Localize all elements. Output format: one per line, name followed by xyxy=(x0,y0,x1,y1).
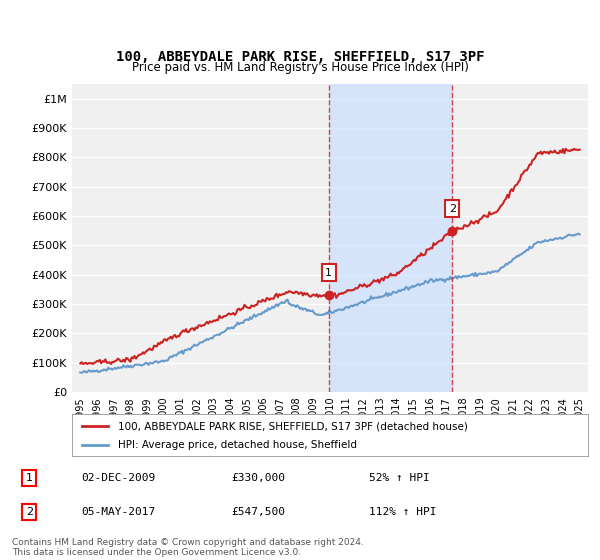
Text: 2: 2 xyxy=(26,507,33,517)
Text: £547,500: £547,500 xyxy=(231,507,285,517)
Text: 05-MAY-2017: 05-MAY-2017 xyxy=(81,507,155,517)
Text: 2: 2 xyxy=(449,204,456,214)
Text: Contains HM Land Registry data © Crown copyright and database right 2024.
This d: Contains HM Land Registry data © Crown c… xyxy=(12,538,364,557)
Text: Price paid vs. HM Land Registry's House Price Index (HPI): Price paid vs. HM Land Registry's House … xyxy=(131,61,469,74)
Text: 1: 1 xyxy=(26,473,33,483)
Text: 112% ↑ HPI: 112% ↑ HPI xyxy=(369,507,437,517)
Text: 100, ABBEYDALE PARK RISE, SHEFFIELD, S17 3PF: 100, ABBEYDALE PARK RISE, SHEFFIELD, S17… xyxy=(116,50,484,64)
Text: 02-DEC-2009: 02-DEC-2009 xyxy=(81,473,155,483)
Text: £330,000: £330,000 xyxy=(231,473,285,483)
Text: 52% ↑ HPI: 52% ↑ HPI xyxy=(369,473,430,483)
Text: HPI: Average price, detached house, Sheffield: HPI: Average price, detached house, Shef… xyxy=(118,440,358,450)
Text: 100, ABBEYDALE PARK RISE, SHEFFIELD, S17 3PF (detached house): 100, ABBEYDALE PARK RISE, SHEFFIELD, S17… xyxy=(118,421,469,431)
Bar xyxy=(329,84,452,392)
Text: 1: 1 xyxy=(325,268,332,278)
